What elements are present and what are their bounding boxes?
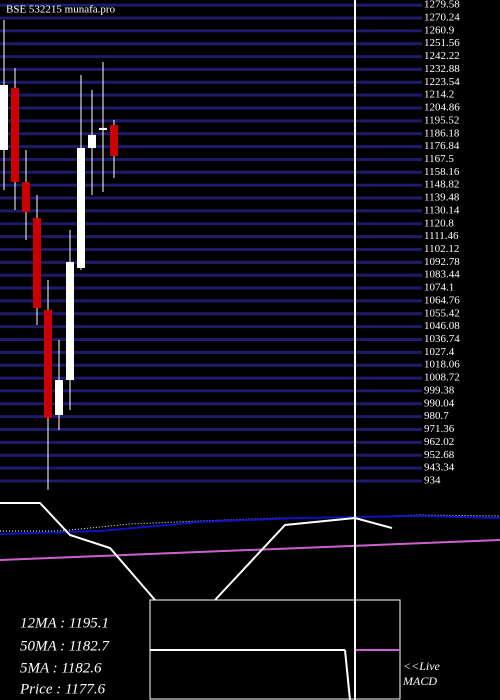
y-tick-label: 1260.9 bbox=[424, 24, 455, 36]
y-tick-label: 1139.48 bbox=[424, 192, 460, 204]
blue-line bbox=[0, 514, 500, 535]
y-tick-label: 1074.1 bbox=[424, 282, 454, 294]
candle-body bbox=[0, 84, 8, 150]
y-tick-label: 1232.88 bbox=[424, 63, 460, 75]
info-text: 12MA : 1195.1 bbox=[20, 615, 109, 631]
y-tick-label: 990.04 bbox=[424, 397, 455, 409]
y-tick-label: 1204.86 bbox=[424, 102, 460, 114]
info-text: Price : 1177.6 bbox=[19, 681, 106, 697]
white-line bbox=[214, 516, 393, 601]
candle-body bbox=[66, 262, 74, 381]
y-tick-label: 1251.56 bbox=[424, 37, 460, 49]
y-tick-label: 1186.18 bbox=[424, 127, 460, 139]
y-tick-label: 980.7 bbox=[424, 410, 449, 422]
y-tick-label: 1148.82 bbox=[424, 179, 459, 191]
y-tick-label: 1167.5 bbox=[424, 153, 454, 165]
candle-body bbox=[77, 148, 85, 268]
y-tick-label: 999.38 bbox=[424, 384, 455, 396]
y-tick-label: 934 bbox=[424, 474, 441, 486]
y-tick-label: 1176.84 bbox=[424, 140, 460, 152]
y-tick-label: 1064.76 bbox=[424, 294, 460, 306]
y-tick-label: 1214.2 bbox=[424, 89, 454, 101]
panel-label: MACD bbox=[402, 674, 437, 688]
y-tick-label: 1055.42 bbox=[424, 307, 460, 319]
dotted-line bbox=[0, 514, 500, 532]
candle-body bbox=[22, 182, 30, 213]
y-tick-label: 1027.4 bbox=[424, 346, 455, 358]
y-tick-label: 962.02 bbox=[424, 436, 454, 448]
y-tick-label: 1120.8 bbox=[424, 217, 454, 229]
candle-body bbox=[110, 125, 118, 157]
y-tick-label: 1111.46 bbox=[424, 230, 459, 242]
y-tick-label: 1046.08 bbox=[424, 320, 460, 332]
y-tick-label: 1242.22 bbox=[424, 50, 460, 62]
y-tick-label: 1279.58 bbox=[424, 0, 460, 11]
candle-body bbox=[99, 127, 107, 130]
candle-body bbox=[55, 380, 63, 416]
y-tick-label: 1195.52 bbox=[424, 114, 459, 126]
y-tick-label: 1008.72 bbox=[424, 372, 460, 384]
y-tick-label: 1092.78 bbox=[424, 256, 460, 268]
candle-body bbox=[44, 309, 52, 418]
candle-body bbox=[33, 217, 41, 309]
info-text: 50MA : 1182.7 bbox=[20, 638, 111, 654]
y-tick-label: 1102.12 bbox=[424, 243, 459, 255]
y-tick-label: 1270.24 bbox=[424, 12, 460, 24]
y-tick-label: 1036.74 bbox=[424, 333, 460, 345]
y-tick-label: 1018.06 bbox=[424, 359, 460, 371]
y-tick-label: 1223.54 bbox=[424, 76, 460, 88]
y-tick-label: 1158.16 bbox=[424, 166, 460, 178]
white-line bbox=[0, 502, 156, 601]
pink-line bbox=[0, 539, 500, 561]
y-tick-label: 1130.14 bbox=[424, 204, 460, 216]
info-text: 5MA : 1182.6 bbox=[20, 660, 102, 676]
y-tick-label: 952.68 bbox=[424, 449, 455, 461]
candle-body bbox=[11, 87, 19, 183]
live-label: <<Live bbox=[403, 659, 441, 673]
chart-title: BSE 532215 munafa.pro bbox=[6, 4, 116, 16]
grid bbox=[0, 3, 422, 483]
y-tick-label: 1083.44 bbox=[424, 269, 460, 281]
y-tick-label: 943.34 bbox=[424, 462, 455, 474]
candle-body bbox=[88, 134, 96, 149]
y-tick-label: 971.36 bbox=[424, 423, 455, 435]
macd-line bbox=[344, 649, 351, 700]
